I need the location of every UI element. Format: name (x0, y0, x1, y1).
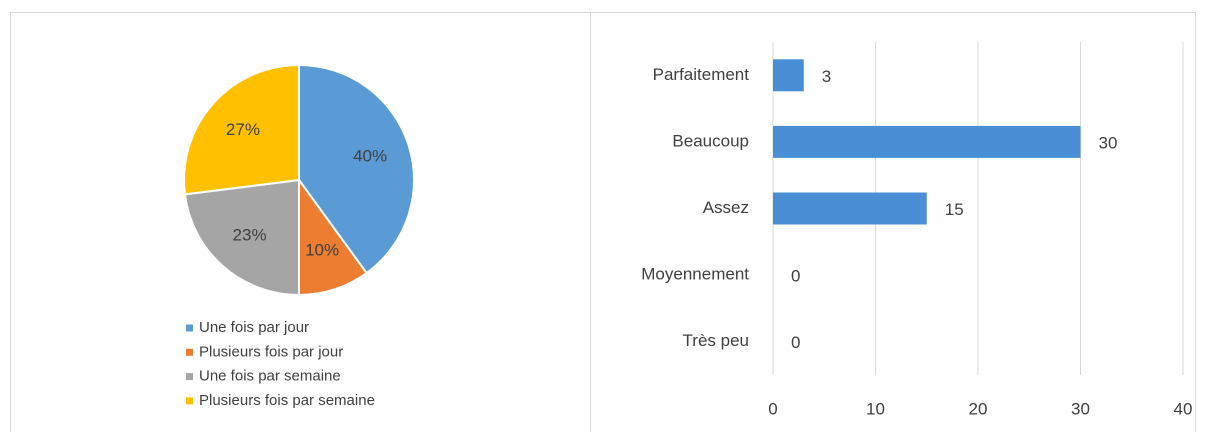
legend-swatch (186, 397, 193, 405)
slice-label: 10% (305, 241, 339, 260)
x-tick-label: 0 (768, 399, 777, 418)
y-tick-label: Beaucoup (672, 131, 749, 150)
x-tick-label: 20 (969, 399, 988, 418)
y-tick-label: Assez (703, 198, 749, 217)
pie-slice (298, 176, 368, 297)
legend-label: Une fois par jour (199, 319, 309, 336)
slice-label: 27% (226, 120, 260, 139)
x-tick-label: 40 (1174, 399, 1193, 418)
pie-slice (298, 63, 415, 275)
legend-label: Une fois par semaine (199, 368, 341, 385)
pie-slice (183, 178, 300, 297)
value-label: 3 (822, 67, 831, 86)
legend-swatch (186, 373, 193, 381)
bar (773, 59, 804, 92)
legend-swatch (186, 348, 193, 356)
value-label: 30 (1099, 133, 1118, 152)
slice-label: 23% (233, 226, 267, 245)
y-tick-label: Parfaitement (653, 65, 750, 84)
bar-panel (590, 12, 1196, 432)
slice-label: 40% (353, 146, 387, 165)
pie-slice (183, 63, 300, 196)
y-tick-label: Moyennement (641, 265, 749, 284)
bar (773, 125, 1081, 158)
y-tick-label: Très peu (683, 331, 749, 350)
legend-swatch (186, 324, 193, 332)
value-label: 0 (791, 333, 800, 352)
x-tick-label: 10 (866, 399, 885, 418)
value-label: 15 (945, 200, 964, 219)
bar (773, 192, 927, 225)
legend-label: Plusieurs fois par jour (199, 343, 343, 360)
value-label: 0 (791, 267, 800, 286)
legend-label: Plusieurs fois par semaine (199, 392, 375, 409)
x-tick-label: 30 (1071, 399, 1090, 418)
